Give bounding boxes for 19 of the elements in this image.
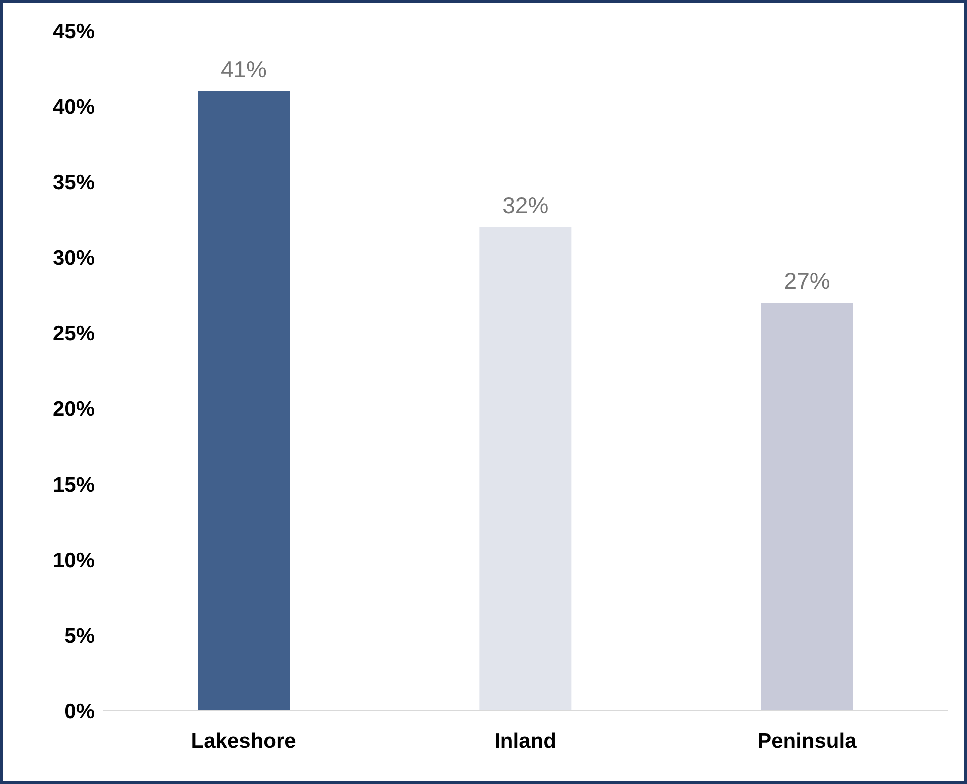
- y-tick-label: 40%: [52, 96, 96, 120]
- x-tick-label: Lakeshore: [191, 730, 296, 753]
- x-tick-label: Peninsula: [758, 730, 858, 753]
- x-tick-label: Inland: [494, 730, 556, 753]
- data-label: 27%: [784, 268, 830, 294]
- y-tick-label: 30%: [52, 247, 96, 270]
- y-tick-label: 20%: [52, 398, 96, 422]
- data-label: 32%: [502, 192, 549, 218]
- bar: [480, 227, 572, 711]
- y-tick-label: 25%: [52, 322, 96, 346]
- y-tick-label: 5%: [64, 624, 96, 648]
- y-tick-label: 15%: [52, 474, 96, 497]
- data-label: 41%: [220, 56, 268, 82]
- y-tick-label: 10%: [52, 549, 96, 572]
- bar: [198, 91, 290, 711]
- bar: [761, 303, 854, 711]
- y-tick-label: 35%: [52, 172, 96, 195]
- y-tick-label: 45%: [52, 20, 96, 44]
- y-tick-label: 0%: [64, 700, 96, 724]
